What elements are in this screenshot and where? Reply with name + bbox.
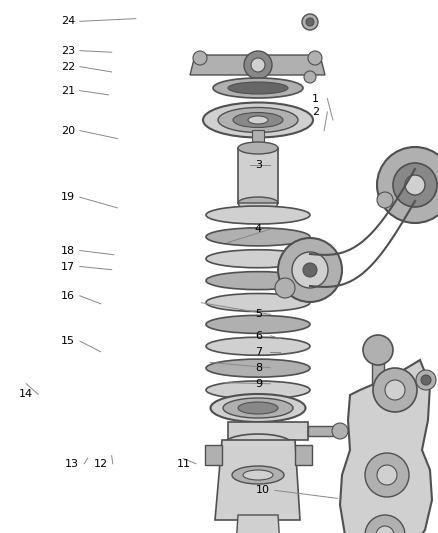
Circle shape	[377, 192, 393, 208]
Polygon shape	[215, 440, 300, 520]
Circle shape	[363, 335, 393, 365]
Circle shape	[308, 51, 322, 65]
Bar	[228, 422, 308, 440]
Ellipse shape	[238, 402, 278, 414]
Circle shape	[306, 18, 314, 26]
Circle shape	[303, 263, 317, 277]
Text: 4: 4	[255, 224, 262, 234]
Text: 24: 24	[61, 17, 75, 26]
Text: 22: 22	[61, 62, 75, 71]
Text: 15: 15	[61, 336, 75, 346]
Circle shape	[373, 368, 417, 412]
Circle shape	[377, 147, 438, 223]
Ellipse shape	[211, 394, 305, 422]
Ellipse shape	[206, 294, 310, 311]
Circle shape	[385, 380, 405, 400]
Bar	[372, 350, 384, 385]
Text: 10: 10	[256, 486, 270, 495]
Circle shape	[405, 175, 425, 195]
Polygon shape	[340, 360, 432, 533]
Circle shape	[251, 58, 265, 72]
Bar	[252, 130, 264, 150]
Polygon shape	[190, 55, 325, 75]
Text: 21: 21	[61, 86, 75, 95]
Circle shape	[365, 453, 409, 497]
Polygon shape	[205, 445, 222, 465]
Ellipse shape	[206, 316, 310, 333]
Ellipse shape	[206, 381, 310, 399]
Circle shape	[332, 423, 348, 439]
Text: 20: 20	[61, 126, 75, 135]
Text: 19: 19	[61, 192, 75, 202]
Circle shape	[393, 163, 437, 207]
Text: 7: 7	[255, 347, 262, 357]
Ellipse shape	[206, 337, 310, 356]
Ellipse shape	[228, 82, 288, 94]
Ellipse shape	[203, 102, 313, 138]
Ellipse shape	[218, 108, 298, 133]
Circle shape	[193, 51, 207, 65]
Ellipse shape	[243, 470, 273, 480]
Circle shape	[278, 238, 342, 302]
Circle shape	[244, 51, 272, 79]
Bar	[238, 148, 278, 203]
Circle shape	[416, 370, 436, 390]
Ellipse shape	[206, 228, 310, 246]
Text: 3: 3	[255, 160, 262, 170]
Text: 11: 11	[177, 459, 191, 469]
Text: 1: 1	[312, 94, 319, 103]
Ellipse shape	[232, 466, 284, 484]
Text: 23: 23	[61, 46, 75, 55]
Circle shape	[377, 465, 397, 485]
Bar	[308, 426, 338, 436]
Text: 16: 16	[61, 291, 75, 301]
Ellipse shape	[206, 272, 310, 289]
Text: 5: 5	[255, 310, 262, 319]
Circle shape	[302, 14, 318, 30]
Text: 18: 18	[61, 246, 75, 255]
Polygon shape	[295, 445, 312, 465]
Circle shape	[376, 526, 394, 533]
Ellipse shape	[223, 434, 293, 456]
Circle shape	[275, 278, 295, 298]
Text: 12: 12	[94, 459, 108, 469]
Text: 6: 6	[255, 331, 262, 341]
Circle shape	[304, 71, 316, 83]
Ellipse shape	[248, 116, 268, 124]
Circle shape	[365, 515, 405, 533]
Circle shape	[292, 252, 328, 288]
Text: 13: 13	[65, 459, 79, 469]
Ellipse shape	[213, 78, 303, 98]
Ellipse shape	[206, 250, 310, 268]
Text: 8: 8	[255, 363, 262, 373]
Circle shape	[421, 375, 431, 385]
Text: 14: 14	[19, 390, 33, 399]
Ellipse shape	[206, 359, 310, 377]
Text: 17: 17	[61, 262, 75, 271]
Text: 9: 9	[255, 379, 262, 389]
Text: 2: 2	[312, 107, 319, 117]
Polygon shape	[236, 515, 280, 533]
Ellipse shape	[233, 112, 283, 127]
Ellipse shape	[206, 206, 310, 224]
Ellipse shape	[238, 197, 278, 209]
Polygon shape	[238, 203, 278, 215]
Ellipse shape	[223, 398, 293, 418]
Ellipse shape	[238, 142, 278, 154]
